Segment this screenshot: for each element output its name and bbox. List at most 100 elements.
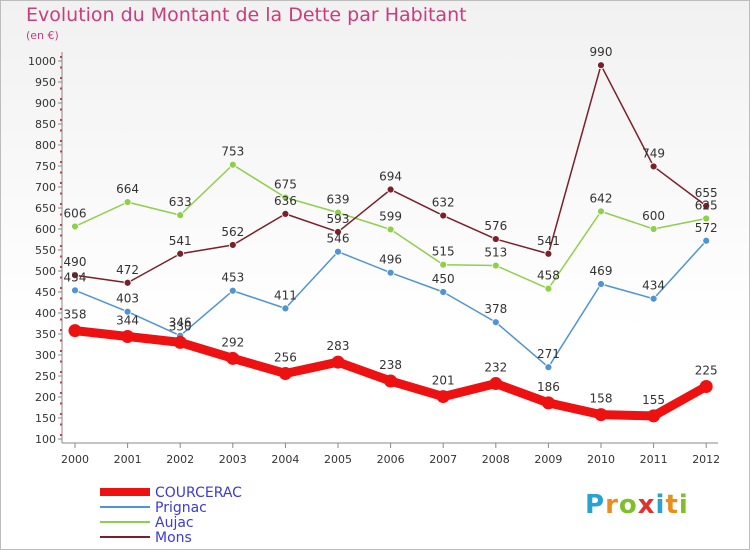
y-tick-label: 800 (35, 139, 56, 152)
data-label-prignac: 403 (116, 292, 139, 306)
data-label-mons: 632 (432, 196, 455, 210)
y-tick-label: 500 (35, 265, 56, 278)
data-label-courcerac: 283 (327, 339, 350, 353)
data-point-courcerac (331, 355, 345, 369)
chart-unit: (en €) (26, 29, 59, 42)
data-label-prignac: 546 (327, 232, 350, 246)
data-point-courcerac (594, 408, 608, 422)
data-label-courcerac: 232 (484, 361, 507, 375)
logo-letter: o (618, 490, 638, 520)
y-tick-label: 700 (35, 181, 56, 194)
y-axis-mark (60, 119, 62, 121)
data-point-prignac (123, 307, 132, 316)
data-point-prignac (544, 363, 553, 372)
y-tick-label: 400 (35, 307, 56, 320)
data-label-aujac: 515 (432, 245, 455, 259)
y-axis-mark (60, 360, 62, 363)
x-tick-label: 2001 (114, 453, 142, 466)
data-label-mons: 562 (221, 225, 244, 239)
data-point-courcerac (647, 409, 661, 423)
data-label-aujac: 639 (327, 193, 350, 207)
y-axis-mark (60, 308, 62, 310)
y-axis-mark (60, 56, 62, 58)
y-tick-label: 200 (35, 391, 56, 404)
data-label-prignac: 434 (642, 279, 665, 293)
data-point-aujac (228, 160, 237, 169)
y-tick-label: 150 (35, 412, 56, 425)
y-axis-mark (60, 276, 62, 279)
y-axis-mark (60, 266, 62, 268)
data-point-mons (228, 241, 237, 249)
data-label-aujac: 458 (537, 269, 560, 283)
data-label-courcerac: 225 (695, 364, 718, 378)
x-tick-label: 2003 (219, 453, 247, 466)
data-point-prignac (386, 268, 395, 277)
data-point-aujac (334, 208, 342, 217)
y-axis-mark (60, 297, 62, 300)
x-tick-label: 2009 (534, 453, 562, 466)
data-point-courcerac (384, 374, 398, 388)
y-tick-label: 1000 (28, 55, 56, 68)
data-label-courcerac: 158 (590, 392, 613, 406)
data-label-courcerac: 358 (64, 308, 87, 322)
data-label-prignac: 496 (379, 253, 402, 267)
y-axis-mark (60, 129, 62, 132)
x-tick-label: 2008 (482, 453, 510, 466)
legend-label-prignac: Prignac (155, 500, 207, 516)
data-label-mons: 490 (64, 255, 87, 269)
data-point-mons (386, 185, 395, 194)
data-label-courcerac: 292 (221, 335, 244, 349)
data-label-prignac: 572 (695, 221, 718, 235)
data-label-courcerac: 201 (432, 374, 455, 388)
y-tick-label: 900 (35, 97, 56, 110)
data-label-mons: 576 (484, 219, 507, 233)
data-label-courcerac: 155 (642, 393, 665, 407)
data-point-prignac (71, 286, 79, 295)
y-tick-label: 250 (35, 370, 56, 383)
data-point-courcerac (699, 380, 713, 393)
y-axis-mark (60, 87, 62, 90)
data-label-courcerac: 186 (537, 380, 560, 394)
data-label-prignac: 453 (221, 271, 244, 285)
data-label-prignac: 454 (64, 270, 87, 284)
data-point-mons (702, 201, 711, 210)
data-point-aujac (649, 225, 658, 233)
y-axis-mark (60, 423, 62, 426)
data-point-prignac (334, 247, 342, 256)
data-point-prignac (281, 304, 290, 313)
data-label-aujac: 606 (64, 206, 87, 220)
data-point-mons (71, 271, 79, 280)
y-axis-mark (60, 98, 62, 100)
y-axis-mark (60, 203, 62, 205)
data-point-mons (544, 249, 553, 258)
data-label-aujac: 642 (590, 191, 613, 205)
y-axis-mark (60, 381, 62, 384)
logo-letter: t (665, 490, 679, 520)
x-tick-label: 2011 (640, 453, 668, 466)
data-point-courcerac (489, 377, 503, 391)
data-label-mons: 541 (169, 234, 192, 248)
data-point-mons (281, 209, 290, 218)
data-label-aujac: 625 (695, 199, 718, 213)
data-point-aujac (386, 225, 395, 234)
data-point-mons (123, 278, 132, 287)
data-point-mons (491, 235, 500, 243)
y-axis-mark (60, 318, 62, 321)
data-label-aujac: 753 (221, 145, 244, 159)
y-tick-label: 850 (35, 118, 56, 131)
data-point-courcerac (541, 396, 555, 410)
data-point-aujac (71, 222, 79, 231)
data-label-courcerac: 344 (116, 314, 139, 328)
y-axis-mark (60, 213, 62, 216)
data-label-aujac: 675 (274, 178, 297, 192)
y-axis-mark (60, 245, 62, 247)
data-label-prignac: 450 (432, 272, 455, 286)
x-tick-label: 2006 (377, 453, 405, 466)
y-tick-label: 750 (35, 160, 56, 173)
logo-letter: i (655, 490, 666, 520)
y-axis-mark (60, 255, 62, 258)
data-label-courcerac: 238 (379, 358, 402, 372)
data-label-courcerac: 256 (274, 350, 297, 364)
y-tick-label: 650 (35, 202, 56, 215)
